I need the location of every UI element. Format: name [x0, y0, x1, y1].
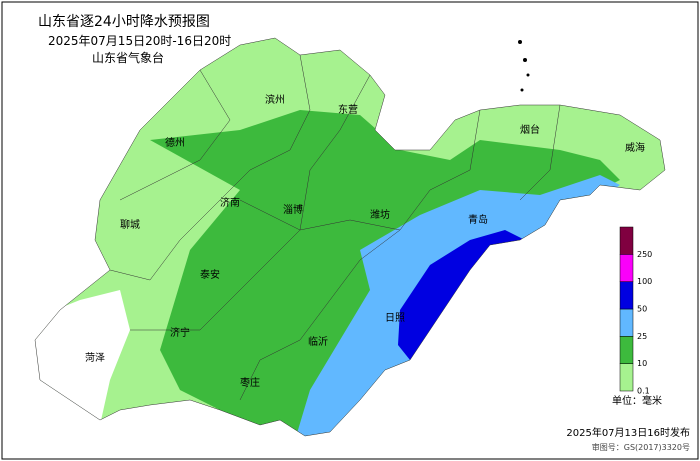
city-label: 淄博 [283, 203, 303, 216]
issued: 2025年07月13日16时发布 [566, 426, 690, 439]
city-label: 济南 [220, 196, 240, 209]
legend-swatch [619, 336, 634, 364]
legend-unit: 单位：毫米 [612, 394, 662, 407]
legend-swatch [619, 226, 634, 255]
legend-label: 10 [637, 359, 647, 368]
city-label: 枣庄 [240, 376, 260, 389]
city-label: 日照 [385, 312, 405, 324]
legend-swatch [619, 254, 634, 282]
island [523, 58, 527, 62]
city-label: 菏泽 [85, 352, 105, 364]
legend-swatch [619, 308, 634, 337]
legend-label: 250 [637, 250, 652, 259]
city-label: 东营 [338, 103, 358, 116]
city-label: 烟台 [520, 123, 540, 136]
island [518, 40, 522, 44]
city-borders [109, 54, 561, 401]
legend-swatch [619, 281, 634, 310]
map-number: 审图号：GS(2017)3320号 [592, 442, 690, 452]
legend-label: 100 [637, 277, 652, 286]
island [526, 73, 530, 77]
island [520, 88, 524, 92]
city-label: 泰安 [200, 268, 220, 281]
city-label: 济宁 [170, 326, 190, 339]
city-label: 青岛 [468, 213, 488, 226]
city-label: 潍坊 [370, 208, 390, 221]
city-label: 德州 [165, 136, 185, 149]
rain-area [398, 230, 525, 360]
city-label: 滨州 [265, 93, 285, 106]
city-label: 威海 [625, 141, 645, 154]
legend-label: 25 [637, 332, 647, 341]
legend-label: 0.1 [637, 387, 650, 396]
city-label: 临沂 [308, 335, 328, 348]
islands [518, 40, 530, 92]
issuer: 山东省气象台 [92, 50, 164, 65]
title: 山东省逐24小时降水预报图 [38, 14, 210, 30]
legend-label: 50 [637, 305, 647, 314]
province-border [34, 37, 666, 437]
city-label: 聊城 [120, 218, 140, 231]
period: 2025年07月15日20时-16日20时 [48, 34, 231, 48]
legend-swatch [619, 363, 634, 392]
